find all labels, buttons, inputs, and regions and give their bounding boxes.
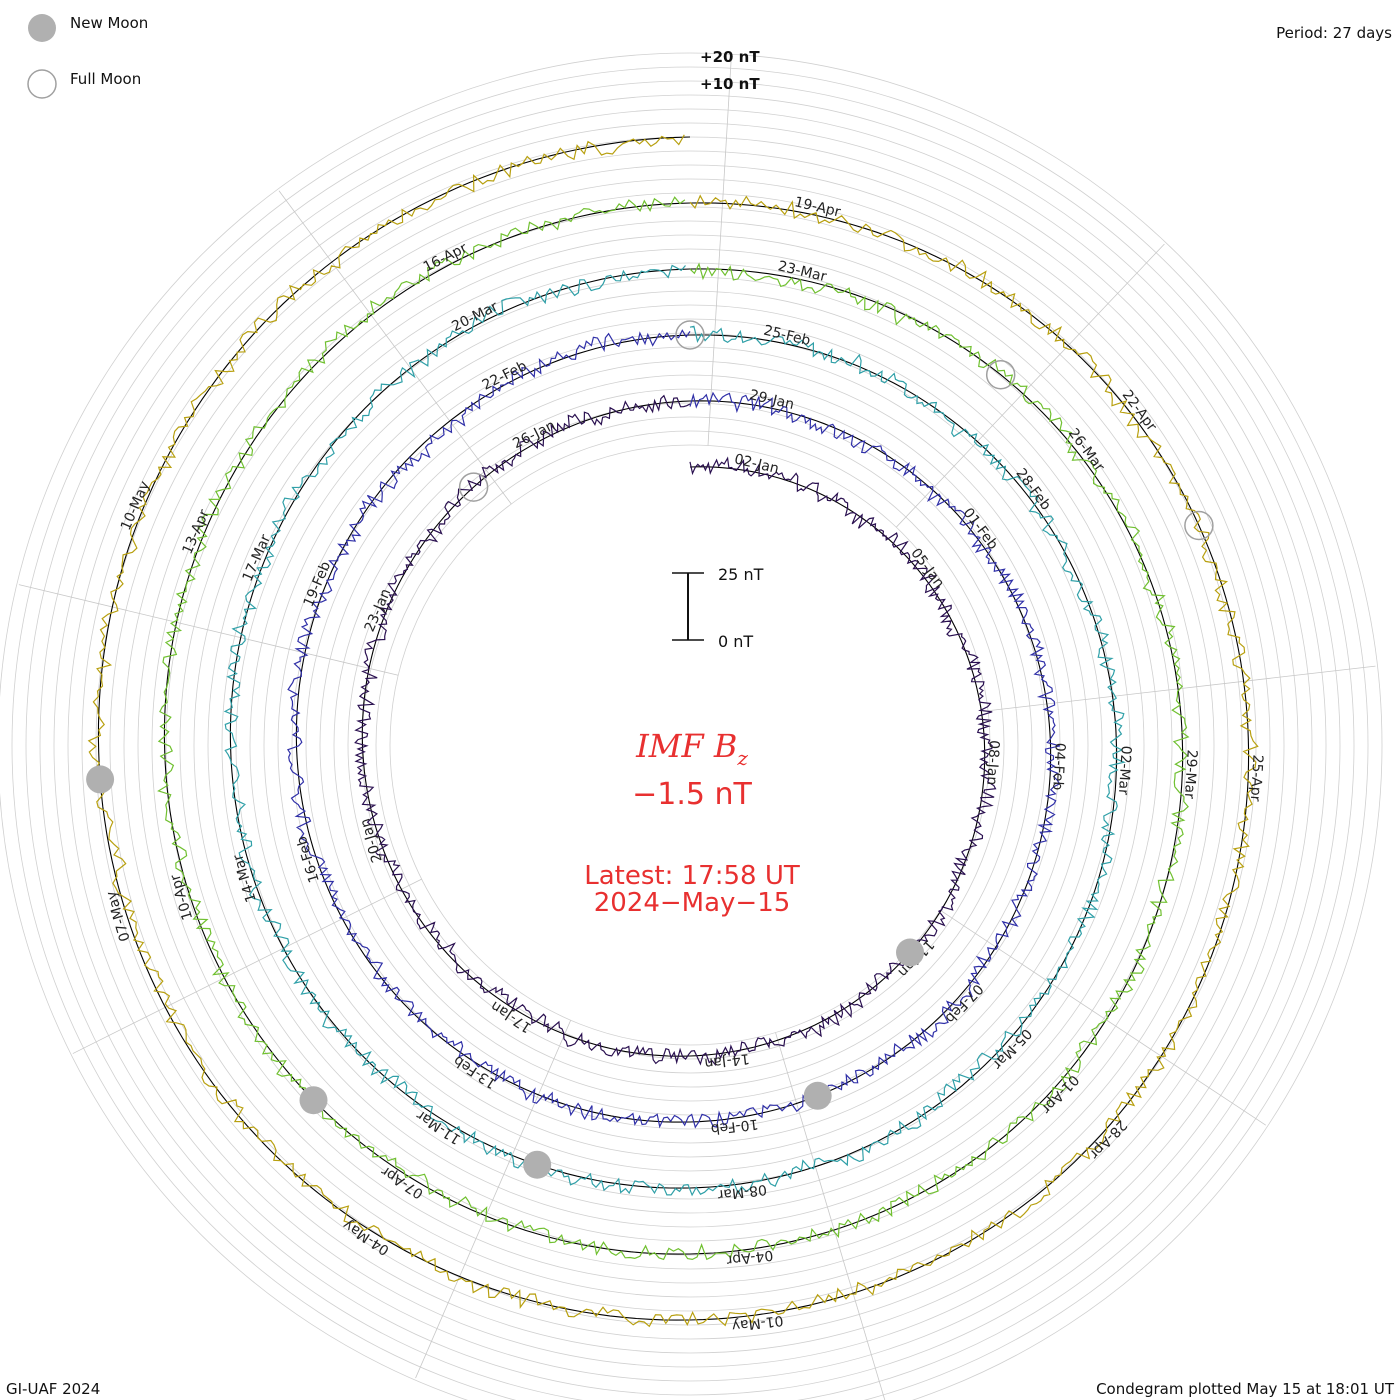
reference-spiral-layer: [97, 136, 1250, 1321]
grid-ring: [67, 122, 1313, 1368]
grid-ring: [151, 206, 1229, 1284]
ring-scale-plus10: +10 nT: [700, 75, 760, 93]
full-moon-label: Full Moon: [70, 70, 141, 88]
grid-ring: [39, 94, 1341, 1396]
full-moon-icon: [27, 69, 57, 99]
scale-bar-bottom-label: 0 nT: [718, 632, 753, 651]
grid-ring: [0, 52, 1383, 1400]
series-line-3: [223, 264, 1126, 1197]
grid-ring: [207, 262, 1173, 1228]
latest-date: 2024−May−15: [594, 888, 791, 918]
date-label: 13-Apr: [180, 507, 213, 557]
series-line-1: [354, 394, 997, 1067]
date-label: 08-Jan: [983, 740, 1002, 786]
grid-ring: [375, 430, 1005, 1060]
date-label: 23-Jan: [362, 586, 395, 634]
grid-ring: [25, 80, 1355, 1400]
grid-ring: [347, 402, 1033, 1088]
imf-title-text: IMF B: [635, 727, 737, 765]
grid-ring: [249, 304, 1131, 1186]
grid-ring: [277, 332, 1103, 1158]
date-label: 02-Mar: [1115, 745, 1134, 795]
date-label: 01-May: [731, 1312, 784, 1334]
credit-label: GI-UAF 2024: [6, 1380, 100, 1398]
series-line-4: [157, 196, 1190, 1261]
grid-ring: [305, 360, 1075, 1130]
grid-spoke: [72, 878, 422, 1054]
full-moon-marker: [1184, 510, 1214, 541]
grid-ring: [333, 388, 1047, 1102]
date-label: 07-Apr: [378, 1162, 426, 1201]
grid-spoke: [895, 243, 1165, 528]
moon-marker-layer: [86, 320, 1214, 1179]
grid-ring: [291, 346, 1089, 1144]
grid-ring: [389, 444, 991, 1046]
full-moon-marker: [675, 320, 705, 350]
date-label: 04-May: [340, 1216, 392, 1258]
series-line-2: [286, 329, 1061, 1129]
series-line-5: [87, 134, 1259, 1328]
imf-value: −1.5 nT: [632, 777, 752, 812]
ring-scale-plus20: +20 nT: [700, 48, 760, 66]
date-label: 22-Feb: [480, 358, 530, 394]
date-label: 07-May: [104, 889, 134, 943]
date-label: 08-Mar: [717, 1181, 768, 1203]
grid-ring: [11, 66, 1369, 1400]
grid-spoke: [987, 665, 1376, 712]
date-label: 26-Jan: [510, 418, 558, 453]
series-layer: [87, 134, 1259, 1328]
date-label: 25-Apr: [1247, 754, 1266, 802]
grid-spoke: [415, 1020, 572, 1379]
imf-title-subscript: z: [736, 746, 748, 770]
grid-ring: [109, 164, 1271, 1326]
date-label: 16-Apr: [421, 240, 470, 275]
grid-spoke: [278, 190, 512, 505]
latest-time: Latest: 17:58 UT: [584, 861, 800, 891]
date-label: 10-Apr: [167, 872, 196, 922]
date-label: 23-Mar: [776, 258, 828, 285]
grid-ring: [95, 150, 1285, 1340]
date-label: 01-Apr: [1038, 1071, 1082, 1116]
imf-title: IMF Bz: [635, 727, 748, 770]
date-label: 14-Mar: [230, 852, 260, 904]
grid-ring: [137, 192, 1243, 1298]
full-moon-marker: [458, 472, 489, 502]
date-label: 04-Apr: [725, 1247, 774, 1268]
date-label: 04-Feb: [1049, 742, 1068, 791]
new-moon-marker: [299, 1086, 328, 1115]
new-moon-marker: [523, 1150, 552, 1179]
grid-ring: [193, 248, 1187, 1242]
new-moon-label: New Moon: [70, 14, 148, 32]
new-moon-marker: [896, 938, 924, 967]
new-moon-marker: [86, 765, 115, 794]
grid-ring: [179, 234, 1201, 1256]
zero-reference-spiral: [97, 136, 1250, 1321]
plotted-label: Condegram plotted May 15 at 18:01 UT: [1096, 1380, 1395, 1398]
grid-spoke: [707, 56, 732, 446]
date-label: 14-Jan: [704, 1050, 751, 1071]
grid-spoke: [940, 909, 1267, 1126]
grid-ring: [221, 276, 1159, 1214]
date-label: 29-Mar: [1181, 749, 1200, 799]
grid-spoke: [775, 1032, 886, 1400]
spokes-layer: [18, 56, 1376, 1400]
scale-bar-top-label: 25 nT: [718, 565, 764, 584]
date-label: 02-Jan: [733, 451, 781, 477]
date-label: 11-Mar: [414, 1107, 464, 1148]
grid-ring: [53, 108, 1327, 1382]
period-label: Period: 27 days: [1276, 24, 1392, 42]
date-label: 22-Apr: [1119, 387, 1160, 434]
new-moon-marker: [803, 1081, 832, 1110]
date-label: 10-May: [118, 479, 153, 533]
grid-spoke: [18, 584, 399, 676]
new-moon-icon: [28, 14, 56, 42]
full-moon-marker: [985, 359, 1016, 390]
date-label: 25-Feb: [762, 323, 812, 350]
date-label: 10-Feb: [710, 1115, 759, 1136]
